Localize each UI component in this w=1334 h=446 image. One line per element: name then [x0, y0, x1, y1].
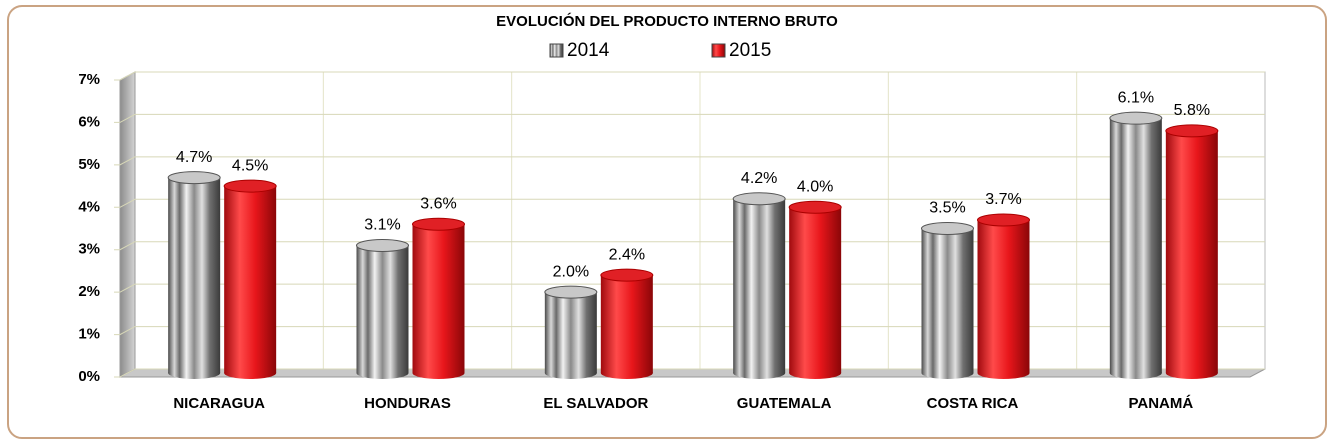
value-label: 4.0%	[797, 179, 833, 196]
bar	[224, 186, 277, 373]
y-tick-label: 2%	[78, 283, 100, 300]
bar-top	[412, 217, 465, 231]
bar-top	[1109, 111, 1163, 125]
x-tick-label: HONDURAS	[364, 395, 451, 412]
x-tick-label: NICARAGUA	[173, 395, 265, 412]
y-tick-label: 3%	[78, 241, 100, 258]
bar	[356, 245, 409, 373]
bar-top	[600, 268, 654, 282]
bar-top	[977, 213, 1030, 227]
value-label: 6.1%	[1118, 89, 1154, 106]
value-label: 4.7%	[176, 149, 212, 166]
bar-top	[544, 285, 598, 299]
bar	[544, 292, 597, 373]
x-tick-label: GUATEMALA	[737, 395, 832, 412]
legend-swatch	[711, 43, 726, 58]
bar-top	[788, 200, 842, 214]
value-label: 5.8%	[1174, 102, 1210, 119]
value-label: 2.0%	[553, 263, 589, 280]
y-tick-label: 1%	[78, 326, 100, 343]
value-label: 2.4%	[609, 246, 645, 263]
grid-line	[114, 283, 1265, 293]
value-label: 3.5%	[929, 200, 965, 217]
floor	[119, 368, 1266, 378]
y-tick-label: 6%	[78, 113, 100, 130]
bar-top	[1165, 124, 1219, 138]
chart-title: EVOLUCIÓN DEL PRODUCTO INTERNO BRUTO	[496, 12, 838, 30]
bar	[1109, 118, 1162, 373]
bar	[1165, 130, 1218, 373]
grid-line	[114, 198, 1265, 208]
bar	[977, 220, 1030, 373]
legend-swatch	[549, 43, 564, 58]
x-tick-label: COSTA RICA	[927, 395, 1019, 412]
bar	[921, 228, 974, 373]
bar	[168, 177, 221, 373]
y-tick-label: 4%	[78, 198, 100, 215]
bar-top	[921, 222, 974, 235]
grid-line	[114, 71, 1265, 81]
value-label: 3.6%	[420, 195, 456, 212]
y-tick-label: 5%	[78, 156, 100, 173]
value-label: 4.2%	[741, 170, 777, 187]
bar	[733, 198, 786, 373]
bar	[600, 275, 653, 373]
grid-line	[114, 241, 1265, 251]
value-label: 4.5%	[232, 157, 268, 174]
value-label: 3.1%	[364, 217, 400, 234]
legend-label: 2015	[729, 40, 771, 61]
x-tick-label: EL SALVADOR	[543, 395, 648, 412]
grid-line	[114, 368, 1265, 378]
grid-line	[114, 113, 1265, 123]
x-tick-label: PANAMÁ	[1128, 395, 1193, 412]
value-label: 3.7%	[985, 191, 1021, 208]
side-wall	[119, 71, 136, 378]
bar-top	[732, 192, 786, 206]
grid-line	[114, 326, 1265, 336]
bar	[412, 224, 465, 373]
bar-top	[167, 171, 221, 185]
bar-top	[223, 179, 277, 193]
grid-line	[114, 156, 1265, 166]
bar-top	[356, 238, 409, 252]
y-tick-label: 0%	[78, 368, 100, 385]
y-tick-label: 7%	[78, 71, 100, 88]
legend-label: 2014	[567, 40, 610, 61]
bar	[789, 207, 842, 373]
